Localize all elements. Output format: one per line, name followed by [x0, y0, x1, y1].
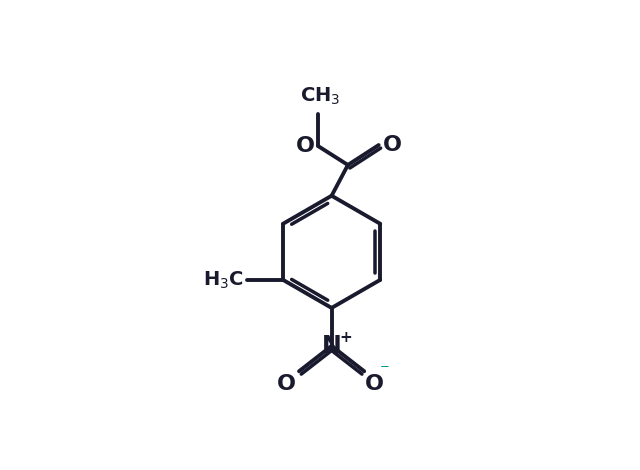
Text: O: O: [276, 374, 296, 394]
Text: +: +: [340, 330, 353, 345]
Text: H$_3$C: H$_3$C: [203, 269, 244, 290]
Text: $^-$: $^-$: [377, 362, 390, 380]
Text: O: O: [365, 374, 384, 394]
Text: O: O: [296, 136, 316, 156]
Text: O: O: [383, 135, 402, 155]
Text: CH$_3$: CH$_3$: [300, 86, 340, 107]
Text: N: N: [322, 334, 342, 358]
